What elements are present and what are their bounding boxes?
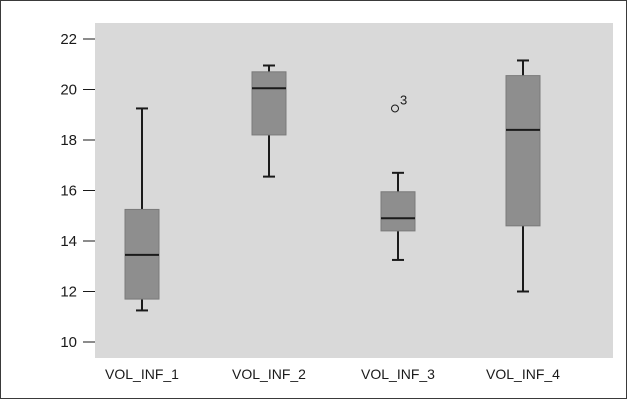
y-tick-label-14: 14 <box>60 233 77 250</box>
x-category-label-1: VOL_INF_1 <box>105 366 179 382</box>
y-tick-label-16: 16 <box>60 183 77 200</box>
box-3: 3 <box>380 92 416 261</box>
y-tick-label-12: 12 <box>60 284 77 301</box>
box-iqr-4 <box>505 75 541 227</box>
box-4 <box>505 59 541 293</box>
outlier-label-3-1: 3 <box>400 92 407 107</box>
box-2 <box>251 64 287 178</box>
y-tick-label-10: 10 <box>60 334 77 351</box>
x-category-label-2: VOL_INF_2 <box>232 366 306 382</box>
x-category-label-4: VOL_INF_4 <box>486 366 560 382</box>
outlier-3-1 <box>391 104 399 113</box>
box-iqr-2 <box>251 71 287 136</box>
box-iqr-3 <box>380 191 416 232</box>
x-category-label-3: VOL_INF_3 <box>361 366 435 382</box>
y-tick-label-22: 22 <box>60 31 77 48</box>
y-axis: 10 12 14 16 18 20 22 <box>60 31 95 351</box>
x-axis-labels: VOL_INF_1 VOL_INF_2 VOL_INF_3 VOL_INF_4 <box>105 366 560 382</box>
y-tick-label-18: 18 <box>60 132 77 149</box>
boxes-group: 3 <box>124 59 541 312</box>
y-tick-label-20: 20 <box>60 82 77 99</box>
box-1 <box>124 107 160 312</box>
